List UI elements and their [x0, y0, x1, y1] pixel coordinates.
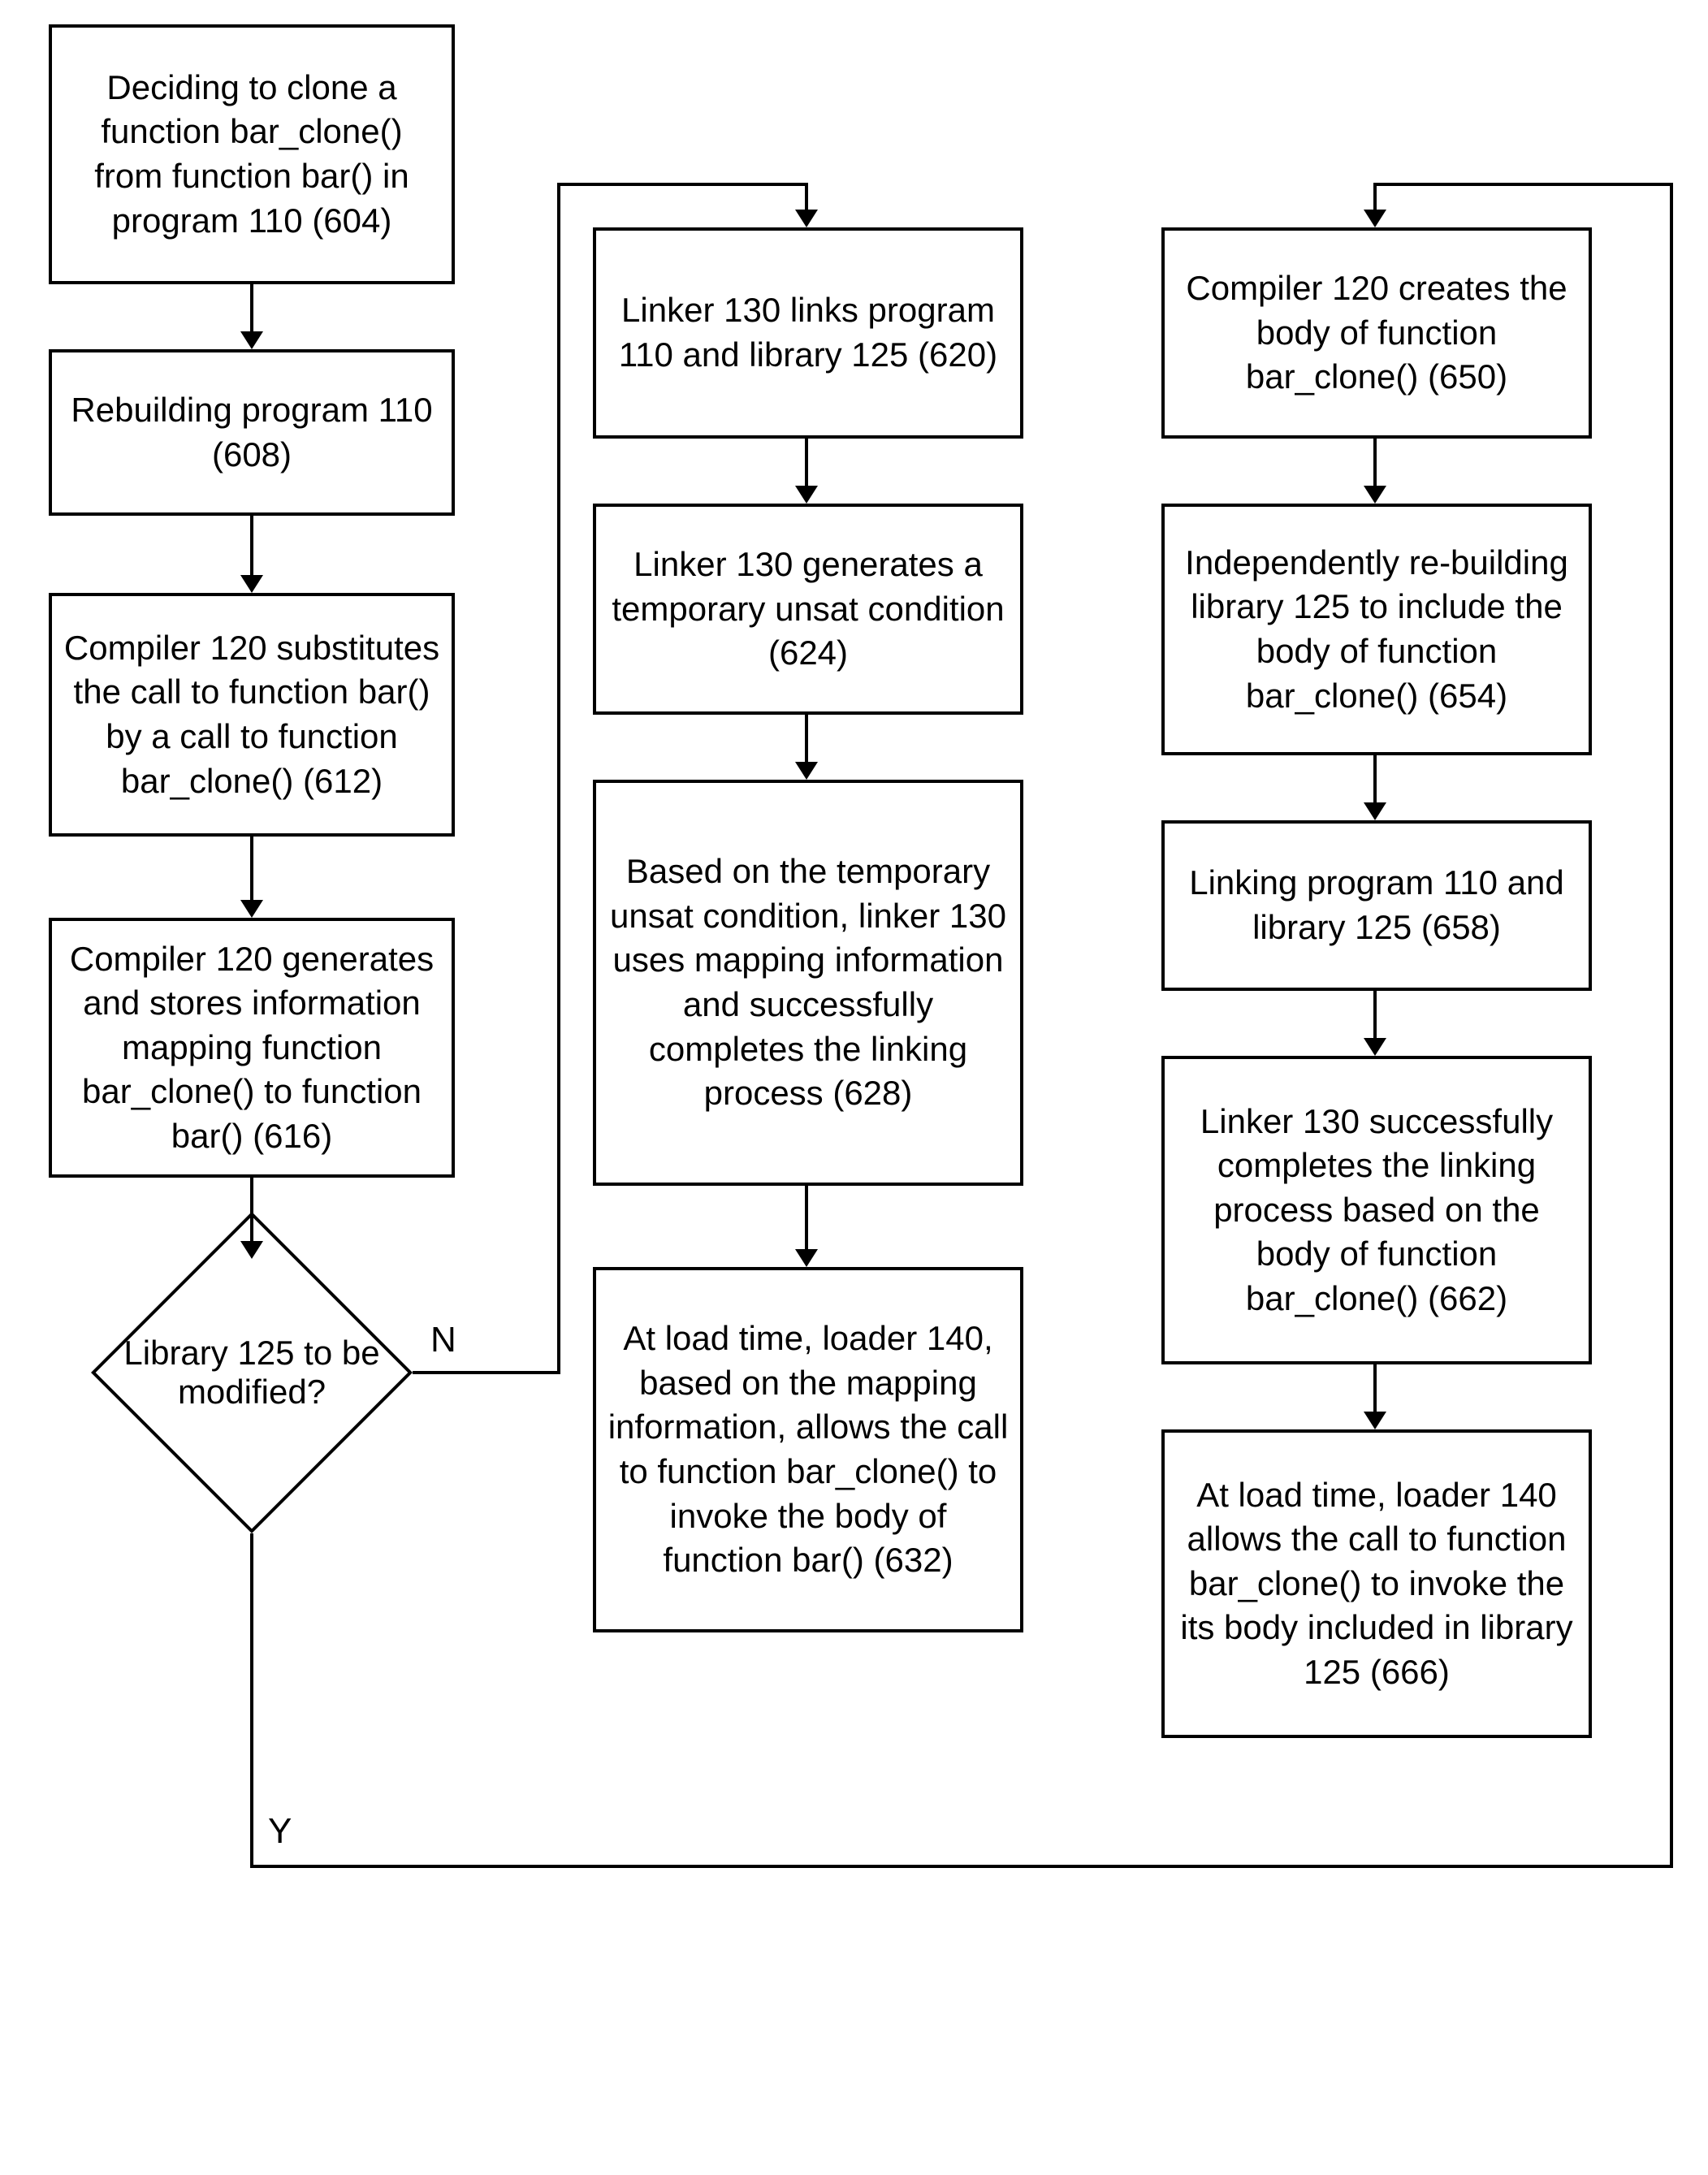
arrow-608-612: [240, 516, 263, 593]
node-650-text: Compiler 120 creates the body of functio…: [1176, 266, 1577, 400]
edge-dec-N-v: [557, 183, 560, 1374]
arrow-604-608: [240, 284, 263, 349]
label-N-text: N: [430, 1320, 456, 1360]
edge-dec-N-h: [413, 1371, 560, 1374]
node-612-text: Compiler 120 substitutes the call to fun…: [63, 626, 440, 803]
label-Y-text: Y: [268, 1811, 292, 1851]
arrow-into-620: [795, 183, 818, 227]
node-608: Rebuilding program 110 (608): [49, 349, 455, 516]
label-N: N: [430, 1320, 456, 1360]
node-666-text: At load time, loader 140 allows the call…: [1176, 1473, 1577, 1695]
node-662: Linker 130 successfully completes the li…: [1161, 1056, 1592, 1364]
node-608-text: Rebuilding program 110 (608): [63, 388, 440, 477]
node-654: Independently re-building library 125 to…: [1161, 504, 1592, 755]
arrow-into-650: [1364, 183, 1386, 227]
edge-dec-N-h2: [557, 183, 806, 186]
node-624: Linker 130 generates a temporary unsat c…: [593, 504, 1023, 715]
node-662-text: Linker 130 successfully completes the li…: [1176, 1100, 1577, 1321]
node-628-text: Based on the temporary unsat condition, …: [608, 850, 1009, 1116]
node-604: Deciding to clone a function bar_clone()…: [49, 24, 455, 284]
arrow-654-658: [1364, 755, 1386, 820]
label-Y: Y: [268, 1811, 292, 1852]
edge-dec-Y-h2: [1375, 183, 1673, 186]
edge-dec-Y-h: [250, 1865, 1673, 1868]
node-654-text: Independently re-building library 125 to…: [1176, 541, 1577, 718]
arrow-650-654: [1364, 439, 1386, 504]
node-620: Linker 130 links program 110 and library…: [593, 227, 1023, 439]
node-658: Linking program 110 and library 125 (658…: [1161, 820, 1592, 991]
node-620-text: Linker 130 links program 110 and library…: [608, 288, 1009, 377]
arrow-662-666: [1364, 1364, 1386, 1429]
arrow-616-dec: [240, 1178, 263, 1259]
edge-dec-Y-v2: [1670, 183, 1673, 1868]
node-616: Compiler 120 generates and stores inform…: [49, 918, 455, 1178]
node-628: Based on the temporary unsat condition, …: [593, 780, 1023, 1186]
arrow-624-628: [795, 715, 818, 780]
node-666: At load time, loader 140 allows the call…: [1161, 1429, 1592, 1738]
node-658-text: Linking program 110 and library 125 (658…: [1176, 861, 1577, 949]
arrow-658-662: [1364, 991, 1386, 1056]
decision-diamond: [91, 1212, 413, 1533]
arrow-620-624: [795, 439, 818, 504]
node-650: Compiler 120 creates the body of functio…: [1161, 227, 1592, 439]
edge-dec-Y-v: [250, 1533, 253, 1868]
node-604-text: Deciding to clone a function bar_clone()…: [63, 66, 440, 243]
node-624-text: Linker 130 generates a temporary unsat c…: [608, 543, 1009, 676]
arrow-612-616: [240, 837, 263, 918]
arrow-628-632: [795, 1186, 818, 1267]
node-632-text: At load time, loader 140, based on the m…: [608, 1317, 1009, 1583]
flowchart-canvas: Deciding to clone a function bar_clone()…: [24, 24, 1684, 2151]
node-632: At load time, loader 140, based on the m…: [593, 1267, 1023, 1632]
node-612: Compiler 120 substitutes the call to fun…: [49, 593, 455, 837]
node-616-text: Compiler 120 generates and stores inform…: [63, 937, 440, 1159]
